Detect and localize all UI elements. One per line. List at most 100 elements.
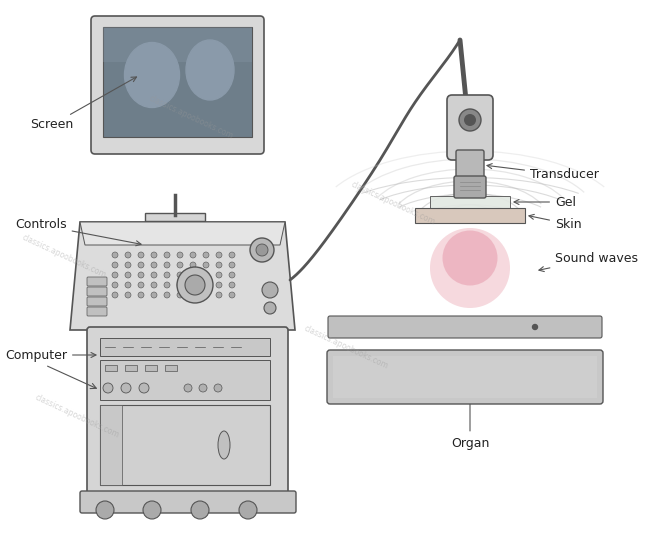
FancyBboxPatch shape	[456, 150, 484, 184]
Circle shape	[262, 282, 278, 298]
Circle shape	[216, 262, 222, 268]
FancyBboxPatch shape	[327, 350, 603, 404]
Circle shape	[229, 292, 235, 298]
Circle shape	[203, 282, 209, 288]
Bar	[333, 356, 597, 398]
Circle shape	[151, 282, 157, 288]
Text: Transducer: Transducer	[487, 163, 599, 182]
Circle shape	[112, 282, 118, 288]
Circle shape	[164, 262, 170, 268]
Circle shape	[216, 282, 222, 288]
Circle shape	[199, 384, 207, 392]
Text: Gel: Gel	[514, 195, 576, 208]
Bar	[145, 365, 157, 371]
Circle shape	[96, 501, 114, 519]
Text: classics.apoobooks.com: classics.apoobooks.com	[148, 94, 235, 141]
Circle shape	[216, 272, 222, 278]
Circle shape	[184, 384, 192, 392]
Circle shape	[229, 272, 235, 278]
Ellipse shape	[218, 431, 230, 459]
Bar	[100, 405, 122, 485]
Circle shape	[264, 302, 276, 314]
Bar	[430, 196, 510, 208]
Circle shape	[177, 262, 183, 268]
Circle shape	[191, 501, 209, 519]
Circle shape	[190, 292, 196, 298]
FancyBboxPatch shape	[87, 277, 107, 286]
Text: classics.apoobooks.com: classics.apoobooks.com	[34, 393, 121, 440]
Text: classics.apoobooks.com: classics.apoobooks.com	[349, 179, 437, 226]
Circle shape	[216, 292, 222, 298]
Circle shape	[138, 272, 144, 278]
Text: Tissue: Tissue	[539, 320, 599, 334]
Circle shape	[250, 238, 274, 262]
Circle shape	[143, 501, 161, 519]
Bar	[125, 365, 137, 371]
Circle shape	[151, 252, 157, 258]
Text: classics.apoobooks.com: classics.apoobooks.com	[20, 233, 108, 280]
Circle shape	[185, 275, 205, 295]
Circle shape	[216, 252, 222, 258]
Text: Organ: Organ	[451, 381, 489, 450]
Bar	[100, 405, 270, 485]
Text: Controls: Controls	[15, 218, 141, 246]
Circle shape	[177, 252, 183, 258]
Circle shape	[190, 272, 196, 278]
Text: Computer: Computer	[5, 349, 96, 362]
Bar	[165, 365, 177, 371]
Text: Sound waves: Sound waves	[539, 252, 638, 272]
Circle shape	[229, 262, 235, 268]
Bar	[105, 365, 117, 371]
Circle shape	[177, 267, 213, 303]
FancyBboxPatch shape	[454, 176, 486, 198]
Bar	[100, 360, 270, 400]
FancyBboxPatch shape	[80, 491, 296, 513]
Ellipse shape	[442, 231, 497, 286]
FancyBboxPatch shape	[87, 297, 107, 306]
Circle shape	[121, 383, 131, 393]
Circle shape	[164, 282, 170, 288]
Text: classics.apoobooks.com: classics.apoobooks.com	[302, 324, 390, 371]
Circle shape	[214, 384, 222, 392]
Circle shape	[229, 252, 235, 258]
Circle shape	[138, 252, 144, 258]
Circle shape	[139, 383, 149, 393]
Circle shape	[125, 262, 131, 268]
Ellipse shape	[186, 40, 234, 100]
Circle shape	[203, 292, 209, 298]
Polygon shape	[70, 222, 295, 330]
Circle shape	[164, 272, 170, 278]
Circle shape	[190, 282, 196, 288]
Circle shape	[229, 282, 235, 288]
Circle shape	[203, 272, 209, 278]
Bar	[145, 213, 205, 221]
Circle shape	[138, 292, 144, 298]
Circle shape	[103, 383, 113, 393]
Circle shape	[177, 282, 183, 288]
Bar	[415, 208, 525, 223]
Bar	[103, 27, 252, 62]
Circle shape	[112, 252, 118, 258]
Circle shape	[138, 262, 144, 268]
Circle shape	[177, 292, 183, 298]
Text: Skin: Skin	[529, 214, 582, 231]
Circle shape	[112, 262, 118, 268]
Bar	[100, 338, 270, 356]
Bar	[103, 27, 252, 137]
Circle shape	[190, 262, 196, 268]
Ellipse shape	[124, 43, 179, 107]
Circle shape	[151, 272, 157, 278]
FancyBboxPatch shape	[91, 16, 264, 154]
Text: Screen: Screen	[30, 77, 136, 131]
Polygon shape	[80, 222, 285, 245]
Circle shape	[112, 292, 118, 298]
Circle shape	[112, 272, 118, 278]
FancyBboxPatch shape	[87, 287, 107, 296]
Circle shape	[151, 262, 157, 268]
Circle shape	[125, 272, 131, 278]
FancyBboxPatch shape	[328, 316, 602, 338]
Circle shape	[203, 262, 209, 268]
Circle shape	[203, 252, 209, 258]
Circle shape	[164, 252, 170, 258]
Circle shape	[125, 282, 131, 288]
